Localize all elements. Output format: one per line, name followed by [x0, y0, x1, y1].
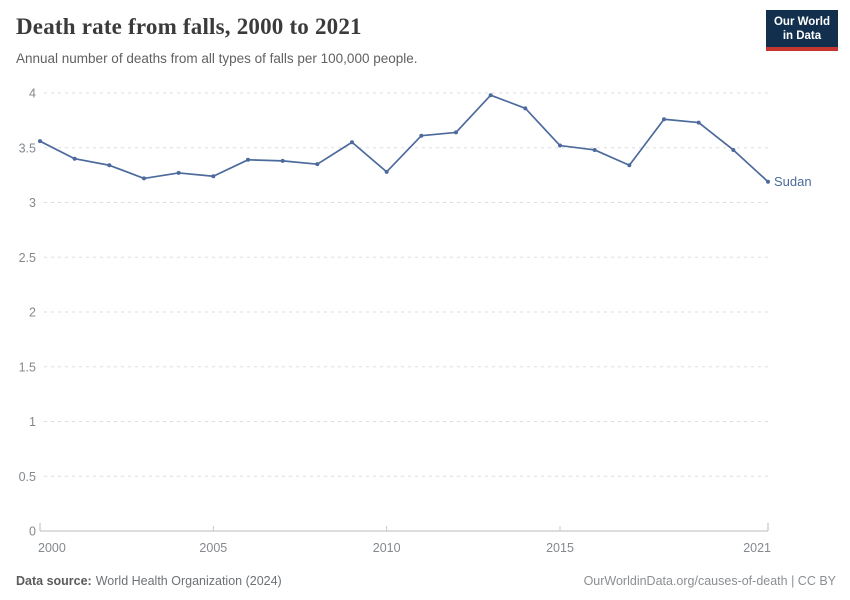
x-tick-label: 2000	[38, 541, 66, 555]
owid-logo[interactable]: Our World in Data	[765, 10, 838, 51]
data-point-marker[interactable]	[38, 139, 42, 144]
data-point-marker[interactable]	[592, 147, 597, 152]
credit-link[interactable]: OurWorldinData.org/causes-of-death | CC …	[583, 574, 836, 588]
page-subtitle: Annual number of deaths from all types o…	[16, 51, 418, 66]
data-point-marker[interactable]	[280, 158, 285, 163]
y-tick-label: 2.5	[19, 251, 36, 265]
data-point-marker[interactable]	[766, 179, 770, 184]
page-title: Death rate from falls, 2000 to 2021	[16, 14, 362, 39]
data-source-value: World Health Organization (2024)	[95, 574, 282, 588]
data-point-marker[interactable]	[558, 143, 562, 148]
y-tick-label: 1	[29, 415, 36, 429]
y-tick-label: 0.5	[19, 470, 36, 484]
data-point-marker[interactable]	[523, 106, 528, 111]
data-point-marker[interactable]	[731, 147, 736, 152]
trend-line[interactable]	[39, 94, 769, 183]
data-point-marker[interactable]	[454, 130, 458, 135]
data-source-label: Data source:	[16, 574, 92, 588]
y-tick-label: 1.5	[19, 360, 36, 374]
x-tick-label: 2015	[546, 541, 574, 555]
data-point-marker[interactable]	[419, 133, 424, 138]
data-point-marker[interactable]	[696, 120, 701, 125]
data-point-marker[interactable]	[246, 157, 250, 162]
data-point-marker[interactable]	[384, 169, 389, 174]
logo-line2: in Data	[782, 30, 822, 43]
y-tick-label: 3.5	[19, 141, 36, 155]
y-tick-label: 3	[29, 196, 36, 210]
logo-line1: Our World	[773, 16, 830, 28]
y-tick-label: 2	[29, 306, 36, 320]
data-point-marker[interactable]	[315, 162, 320, 167]
y-tick-label: 4	[29, 87, 36, 101]
x-tick-label: 2005	[199, 541, 227, 555]
data-point-marker[interactable]	[627, 163, 632, 168]
series-end-label[interactable]: Sudan	[774, 174, 812, 189]
data-source: Data source: World Health Organization (2…	[16, 574, 282, 588]
data-point-marker[interactable]	[211, 174, 216, 179]
data-point-marker[interactable]	[72, 156, 77, 161]
data-point-marker[interactable]	[662, 117, 666, 122]
data-point-marker[interactable]	[350, 140, 354, 145]
y-tick-label: 0	[29, 525, 36, 539]
data-point-marker[interactable]	[142, 176, 146, 181]
x-tick-label: 2010	[373, 541, 401, 555]
x-tick-label: 2021	[743, 541, 771, 555]
data-point-marker[interactable]	[488, 93, 493, 98]
chart-footer: Data source: World Health Organization (2…	[16, 574, 836, 588]
data-point-marker[interactable]	[107, 163, 112, 168]
data-point-marker[interactable]	[176, 170, 181, 175]
